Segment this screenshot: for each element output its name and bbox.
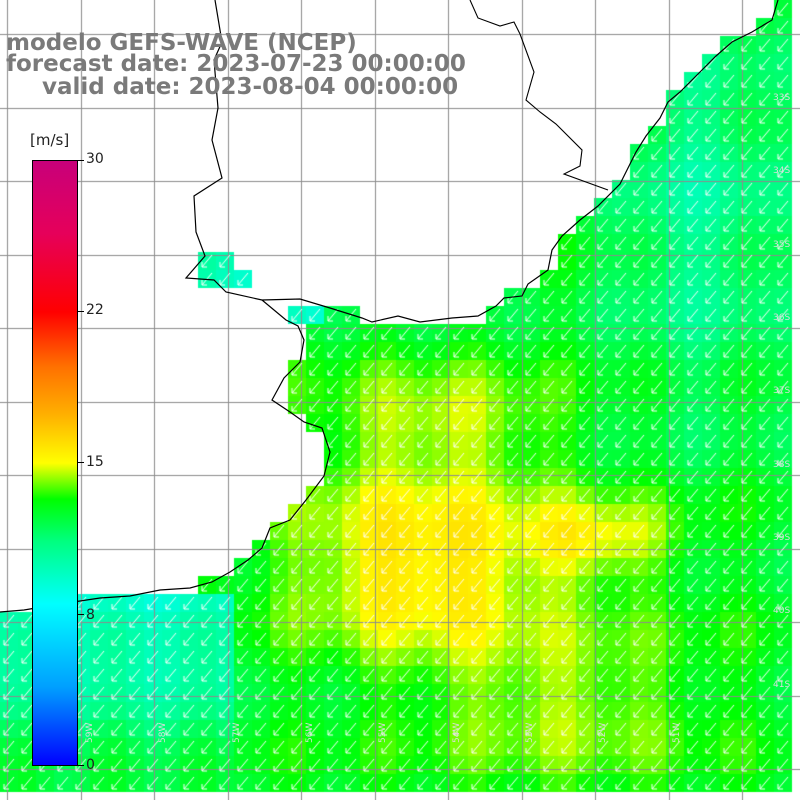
lat-label: 33S <box>773 93 791 103</box>
colorbar-tick-22 <box>78 311 84 312</box>
colorbar-label-15: 15 <box>86 454 104 470</box>
colorbar-label-0: 0 <box>86 757 95 773</box>
coastline-inland-border <box>469 0 609 191</box>
lat-label: 34S <box>773 166 791 176</box>
lat-label: 37S <box>773 386 791 396</box>
colorbar-label-22: 22 <box>86 302 104 318</box>
lat-label: 40S <box>773 606 791 616</box>
colorbar-label-30: 30 <box>86 151 104 167</box>
colorbar-label-8: 8 <box>86 607 95 623</box>
colorbar-tick-30 <box>78 160 84 161</box>
coastline-argentina <box>0 299 331 613</box>
lat-label: 35S <box>773 240 791 250</box>
lat-label: 38S <box>773 460 791 470</box>
lon-label: 52W <box>598 722 608 743</box>
valid-date: valid date: 2023-08-04 00:00:00 <box>42 74 459 100</box>
colorbar-tick-0 <box>78 765 84 766</box>
lon-label: 54W <box>452 722 462 743</box>
forecast-date: forecast date: 2023-07-23 00:00:00 <box>6 51 466 77</box>
lon-label: 58W <box>158 722 168 743</box>
lon-label: 53W <box>525 722 535 743</box>
lat-label: 39S <box>773 533 791 543</box>
lon-label: 59W <box>85 722 95 743</box>
coastline-uruguay-brazil <box>184 0 779 323</box>
lat-label: 36S <box>773 313 791 323</box>
lon-label: 55W <box>378 722 388 743</box>
lon-label: 56W <box>305 722 315 743</box>
colorbar <box>32 160 78 766</box>
lon-label: 51W <box>672 722 682 743</box>
colorbar-unit: [m/s] <box>30 131 70 149</box>
colorbar-tick-8 <box>78 614 84 615</box>
colorbar-tick-15 <box>78 462 84 463</box>
lon-label: 57W <box>232 722 242 743</box>
model-title: modelo GEFS-WAVE (NCEP) <box>6 30 357 56</box>
lat-label: 41S <box>773 680 791 690</box>
